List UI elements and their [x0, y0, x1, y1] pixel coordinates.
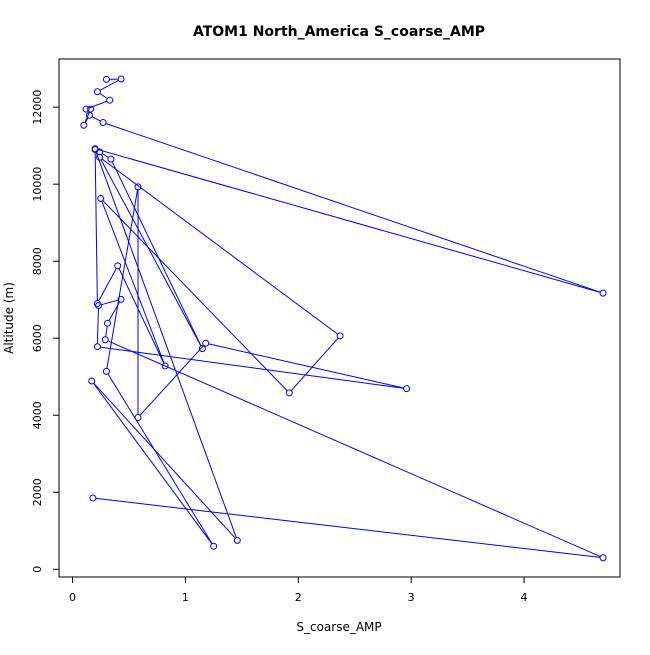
series-segment [96, 498, 600, 557]
data-point [286, 390, 292, 396]
data-point [96, 302, 102, 308]
x-axis: 0 1 2 3 4 [69, 577, 528, 604]
series-segment [100, 93, 107, 98]
data-point [89, 378, 95, 384]
series-segment [95, 153, 97, 301]
series-segment [92, 117, 100, 121]
data-point [107, 97, 113, 103]
data-point [115, 263, 121, 269]
data-point [81, 122, 87, 128]
data-point [108, 156, 114, 162]
series-segment [101, 300, 118, 305]
y-tick-label: 0 [31, 566, 44, 573]
data-point [103, 76, 109, 82]
series-segment [89, 101, 107, 108]
chart-title: ATOM1 North_America S_coarse_AMP [193, 24, 485, 40]
series-segment [98, 150, 600, 293]
data-point [135, 415, 141, 421]
series-segment [102, 201, 164, 363]
y-tick-label: 6000 [31, 324, 44, 352]
data-point [94, 89, 100, 95]
y-tick-label: 4000 [31, 401, 44, 429]
data-point [600, 555, 606, 561]
series-segment [108, 374, 212, 544]
data-point [103, 368, 109, 374]
series-segment [94, 383, 236, 538]
y-tick-label: 2000 [31, 478, 44, 506]
series-segment [97, 308, 98, 343]
y-tick-label: 10000 [31, 167, 44, 202]
data-point [86, 112, 92, 118]
x-axis-label: S_coarse_AMP [296, 620, 381, 634]
series-segment [107, 190, 138, 369]
data-point [90, 495, 96, 501]
x-tick-label: 4 [521, 591, 528, 604]
series-lines [85, 79, 600, 557]
series-points [81, 76, 606, 561]
data-point [105, 320, 111, 326]
data-point [102, 337, 108, 343]
y-axis: 0 2000 4000 6000 8000 10000 12000 [31, 90, 59, 573]
data-point [337, 333, 343, 339]
data-point [98, 195, 104, 201]
data-point [100, 120, 106, 126]
data-point [211, 543, 217, 549]
data-point [94, 344, 100, 350]
series-segment [140, 345, 204, 415]
data-point [203, 340, 209, 346]
data-point [404, 386, 410, 392]
data-point [600, 290, 606, 296]
series-segment [109, 302, 120, 321]
y-axis-label: Altitude (m) [2, 282, 16, 354]
x-tick-label: 1 [182, 591, 189, 604]
y-tick-label: 12000 [31, 90, 44, 125]
data-point [234, 537, 240, 543]
x-tick-label: 2 [295, 591, 302, 604]
series-segment [94, 383, 212, 543]
series-segment [100, 80, 118, 90]
series-segment [99, 268, 116, 300]
x-tick-label: 0 [69, 591, 76, 604]
x-tick-label: 3 [408, 591, 415, 604]
series-segment [108, 341, 600, 557]
data-point [118, 76, 124, 82]
series-segment [106, 326, 107, 337]
y-tick-label: 8000 [31, 247, 44, 275]
series-segment [106, 124, 600, 293]
